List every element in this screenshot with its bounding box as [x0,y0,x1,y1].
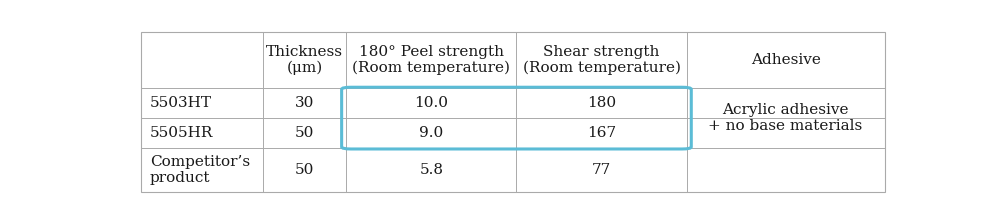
Text: Thickness
(μm): Thickness (μm) [266,45,343,75]
Text: 77: 77 [592,163,611,177]
Text: 50: 50 [295,126,314,140]
Text: 5505HR: 5505HR [150,126,213,140]
Text: Shear strength
(Room temperature): Shear strength (Room temperature) [523,45,681,75]
Text: 180° Peel strength
(Room temperature): 180° Peel strength (Room temperature) [352,45,510,75]
Text: 9.0: 9.0 [419,126,443,140]
Text: 50: 50 [295,163,314,177]
Text: 167: 167 [587,126,616,140]
Text: 5.8: 5.8 [419,163,443,177]
Text: 30: 30 [295,96,314,110]
Text: 10.0: 10.0 [414,96,448,110]
Text: Adhesive: Adhesive [751,53,821,67]
Text: 5503HT: 5503HT [150,96,212,110]
Text: 180: 180 [587,96,616,110]
Text: Competitor’s
product: Competitor’s product [150,155,250,185]
Text: Acrylic adhesive
+ no base materials: Acrylic adhesive + no base materials [708,103,863,133]
